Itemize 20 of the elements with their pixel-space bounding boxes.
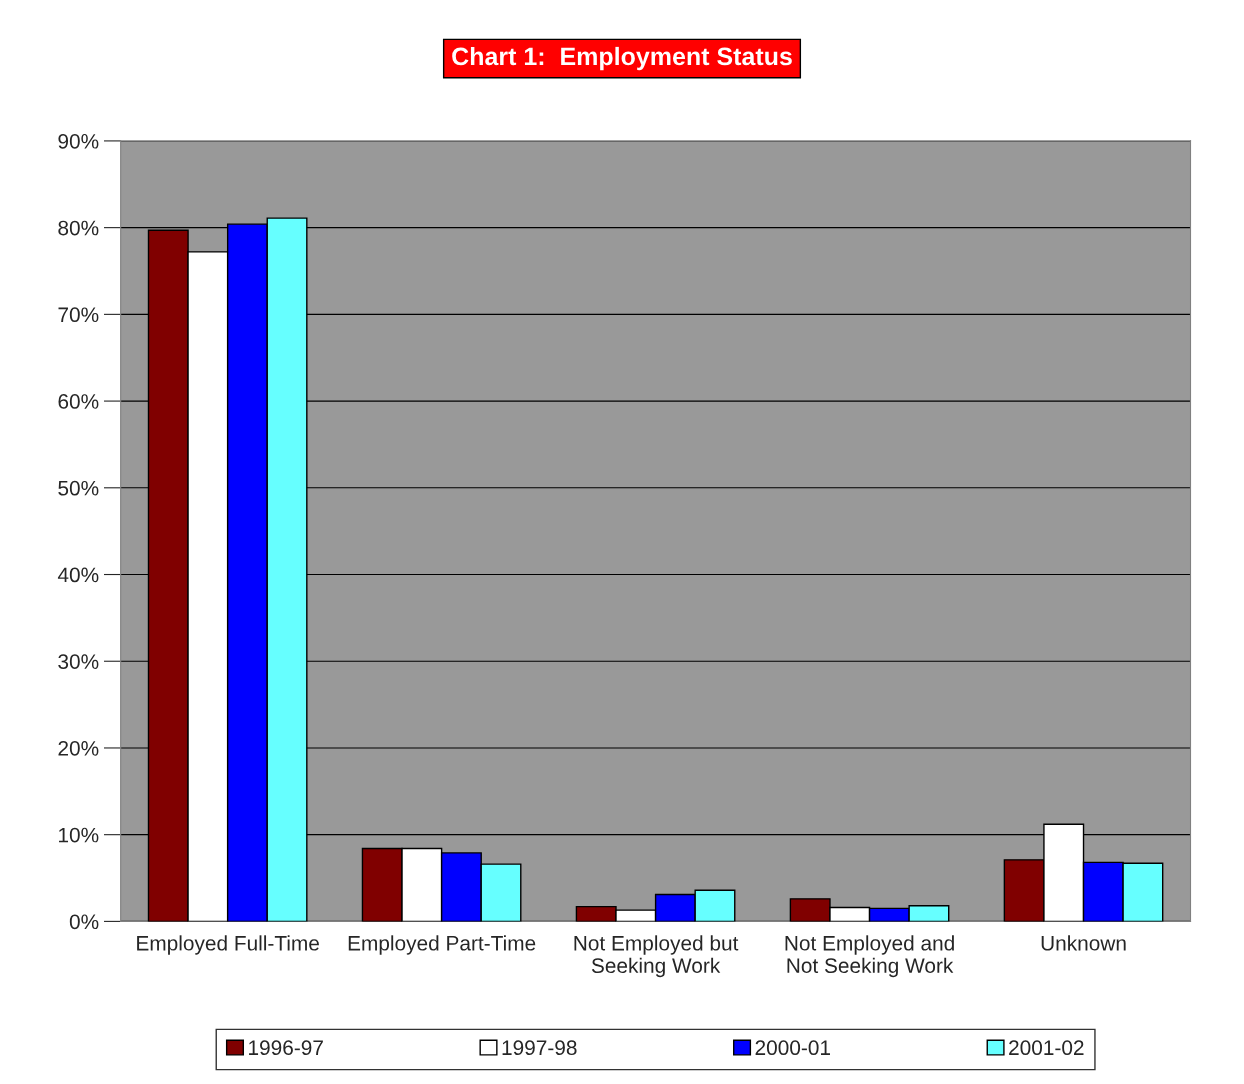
legend-label: 2001-02: [1009, 1040, 1084, 1056]
x-tick-label: Not Employed and Not Seeking Work: [785, 935, 954, 978]
x-tick-label: Employed Full-Time: [137, 935, 319, 955]
y-tick-label: 40%: [57, 567, 99, 583]
legend-label: 1996-97: [249, 1040, 323, 1056]
y-tick-label: 80%: [58, 220, 99, 236]
y-tick-label: 50%: [58, 480, 99, 496]
y-tick-label: 90%: [58, 133, 99, 149]
legend-label: 1997-98: [502, 1040, 577, 1056]
x-tick-label: Employed Part-Time: [348, 935, 536, 955]
legend-label: 2000-01: [755, 1040, 830, 1056]
y-tick-label: 30%: [58, 654, 99, 669]
y-tick-label: 70%: [58, 307, 99, 323]
y-tick-label: 0%: [69, 914, 99, 930]
y-tick-label: 10%: [59, 827, 99, 843]
chart-title: Chart 1: Employment Status: [452, 46, 792, 71]
x-tick-label: Not Employed but Seeking Work: [574, 935, 739, 978]
y-tick-label: 60%: [58, 394, 99, 409]
y-tick-label: 20%: [58, 740, 99, 756]
x-tick-label: Unknown: [1041, 935, 1126, 951]
